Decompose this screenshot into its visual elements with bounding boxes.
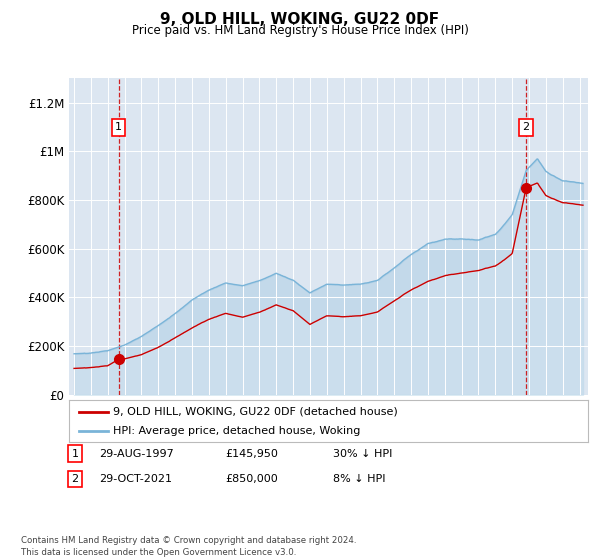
- Text: 9, OLD HILL, WOKING, GU22 0DF (detached house): 9, OLD HILL, WOKING, GU22 0DF (detached …: [113, 407, 398, 417]
- Text: 30% ↓ HPI: 30% ↓ HPI: [333, 449, 392, 459]
- Text: 1: 1: [115, 123, 122, 133]
- Text: Price paid vs. HM Land Registry's House Price Index (HPI): Price paid vs. HM Land Registry's House …: [131, 24, 469, 36]
- Text: £145,950: £145,950: [225, 449, 278, 459]
- Text: £850,000: £850,000: [225, 474, 278, 484]
- Text: 1: 1: [71, 449, 79, 459]
- Text: 29-OCT-2021: 29-OCT-2021: [99, 474, 172, 484]
- Text: HPI: Average price, detached house, Woking: HPI: Average price, detached house, Woki…: [113, 426, 361, 436]
- Text: 2: 2: [71, 474, 79, 484]
- Text: 9, OLD HILL, WOKING, GU22 0DF: 9, OLD HILL, WOKING, GU22 0DF: [160, 12, 440, 27]
- Text: Contains HM Land Registry data © Crown copyright and database right 2024.
This d: Contains HM Land Registry data © Crown c…: [21, 536, 356, 557]
- Text: 8% ↓ HPI: 8% ↓ HPI: [333, 474, 386, 484]
- Text: 2: 2: [523, 123, 530, 133]
- Text: 29-AUG-1997: 29-AUG-1997: [99, 449, 174, 459]
